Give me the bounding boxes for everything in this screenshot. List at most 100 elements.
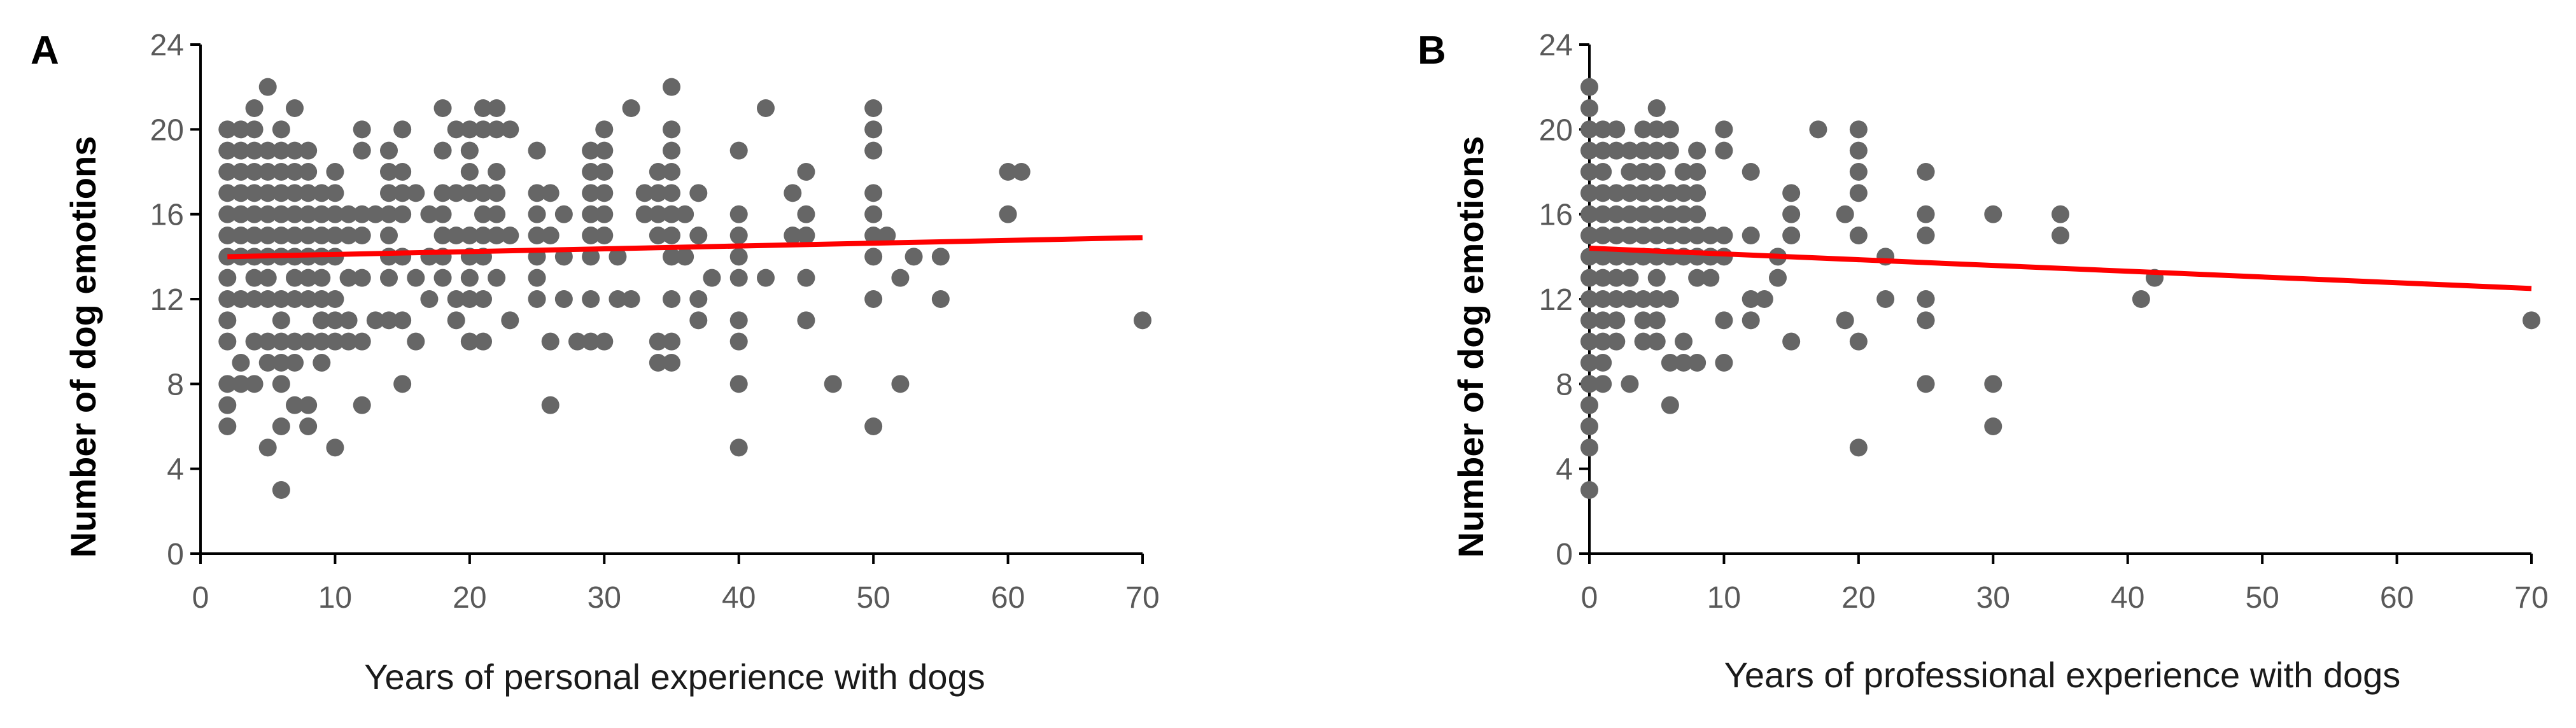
panel-a-data-point (232, 375, 250, 393)
panel-a-data-point (313, 227, 331, 244)
panel-a-data-point (245, 141, 264, 160)
panel-a-data-point (460, 184, 479, 202)
panel-a-data-point (474, 120, 492, 139)
panel-b-data-point (1647, 184, 1666, 202)
panel-a-data-point (272, 163, 290, 181)
panel-b-data-point (1594, 269, 1612, 287)
panel-a-data-point (931, 290, 950, 308)
panel-a-data-point (366, 311, 384, 330)
panel-b-data-point (1769, 269, 1787, 287)
panel-b-professional-experience: B Number of dog emotions Years of profes… (1418, 29, 2549, 695)
panel-b-data-point (1849, 141, 1868, 160)
panel-a-data-point (272, 290, 290, 308)
panel-a-data-point (595, 227, 614, 244)
panel-b-data-point (1661, 290, 1679, 308)
panel-b-data-point (1607, 290, 1626, 308)
panel-b-data-point (1782, 332, 1801, 351)
panel-a-data-point (864, 184, 883, 202)
panel-a-data-point (313, 290, 331, 308)
panel-b-data-point (1661, 354, 1679, 372)
panel-a-data-point (891, 269, 910, 287)
panel-a-data-point (313, 184, 331, 202)
panel-b-data-point (1675, 205, 1693, 223)
panel-a-data-point (286, 184, 304, 202)
panel-b-data-point (1621, 227, 1639, 244)
panel-a-data-point (460, 269, 479, 287)
panel-a-data-point (528, 269, 546, 287)
panel-a-data-point (488, 269, 506, 287)
panel-b-x-axis-title: Years of professional experience with do… (1724, 655, 2401, 695)
panel-a-trend-line (227, 235, 1143, 260)
panel-b-data-point (1594, 332, 1612, 351)
panel-b-data-point (1607, 227, 1626, 244)
panel-a-data-point (299, 163, 318, 181)
panel-b-data-point (1917, 290, 1935, 308)
panel-a-data-point (474, 227, 492, 244)
panel-b-data-point (1594, 120, 1612, 139)
panel-a-data-point (904, 248, 923, 266)
panel-b-data-point (1580, 481, 1598, 499)
panel-b-data-point (1580, 290, 1598, 308)
panel-a-data-point (245, 269, 264, 287)
panel-a-data-point (864, 120, 883, 139)
panel-a-data-point (339, 332, 358, 351)
panel-a-data-point (864, 290, 883, 308)
panel-b-data-point (1782, 205, 1801, 223)
panel-a-data-point (218, 417, 237, 435)
panel-a-data-point (474, 290, 492, 308)
panel-b-data-point (1661, 227, 1679, 244)
panel-b-x-tick-label: 40 (2111, 581, 2144, 615)
panel-a-data-point (433, 184, 452, 202)
panel-b-data-point (1634, 205, 1652, 223)
panel-b-data-point (1647, 269, 1666, 287)
panel-a-data-point (380, 227, 398, 244)
panel-a-data-point (528, 205, 546, 223)
panel-a-personal-experience: A Number of dog emotions Years of person… (31, 29, 1160, 697)
panel-a-data-point (326, 311, 344, 330)
panel-a-x-tick-label: 0 (192, 581, 209, 615)
panel-b-data-point (1580, 99, 1598, 117)
panel-b-data-point (1580, 78, 1598, 96)
panel-a-data-point (541, 184, 560, 202)
panel-b-data-point (1607, 141, 1626, 160)
panel-a-data-point (501, 227, 519, 244)
panel-a-data-point (528, 141, 546, 160)
panel-a-y-tick-label: 24 (150, 29, 184, 62)
panel-a-data-point (393, 375, 412, 393)
panel-a-data-point (649, 227, 667, 244)
panel-a-data-point (380, 163, 398, 181)
panel-a-x-tick-label: 40 (722, 581, 756, 615)
panel-b-data-point (1647, 163, 1666, 181)
panel-a-data-point (663, 141, 680, 160)
panel-a-data-point (554, 290, 573, 308)
panel-a-data-point (393, 163, 412, 181)
panel-a-data-point (258, 290, 277, 308)
panel-a-data-point (258, 205, 277, 223)
panel-a-data-point (232, 227, 250, 244)
panel-a-data-point (353, 141, 371, 160)
panel-a-data-point (797, 227, 815, 244)
panel-a-data-point (407, 269, 425, 287)
panel-b-y-tick-label: 12 (1539, 283, 1573, 317)
panel-a-y-tick-label: 16 (150, 199, 184, 232)
panel-b-data-point (1809, 120, 1827, 139)
panel-b-data-point (1634, 227, 1652, 244)
panel-b-data-point (1688, 227, 1707, 244)
panel-a-data-point (258, 78, 277, 96)
panel-a-data-point (380, 205, 398, 223)
panel-a-data-point (258, 141, 277, 160)
panel-a-data-point (366, 205, 384, 223)
panel-a-data-point (663, 354, 680, 372)
panel-a-data-point (582, 332, 600, 351)
panel-a-data-point (272, 120, 290, 139)
panel-a-data-point (488, 227, 506, 244)
panel-a-data-point (595, 205, 614, 223)
panel-b-data-point (1984, 375, 2002, 393)
panel-b-data-point (1917, 375, 1935, 393)
panel-a-data-point (649, 354, 667, 372)
panel-a-data-point (447, 184, 465, 202)
panel-a-data-point (299, 417, 318, 435)
panel-a-data-point (258, 227, 277, 244)
panel-a-data-point (582, 205, 600, 223)
panel-b-data-point (1580, 332, 1598, 351)
